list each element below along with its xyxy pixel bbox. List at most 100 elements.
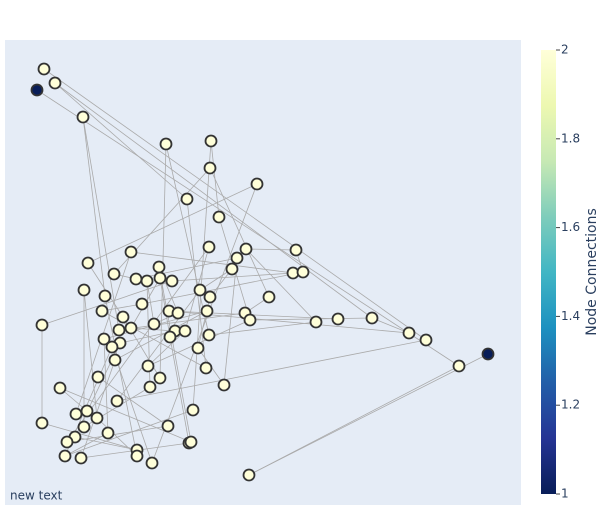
edge [59,387,192,443]
node [95,304,109,318]
node [141,359,155,373]
edge [371,317,410,334]
node [419,333,433,347]
plot-area [5,40,521,505]
edge [83,289,98,419]
node [80,404,94,418]
node [98,289,112,303]
edge [245,248,297,251]
node [124,321,138,335]
node [200,304,214,318]
node [91,370,105,384]
node [37,62,51,76]
node [110,394,124,408]
edge [74,436,138,451]
colorbar-tick-label: 2 [561,43,569,57]
colorbar-tick-label: 1 [561,487,569,501]
edge [82,116,106,297]
edge [165,143,210,336]
node [230,251,244,265]
node [107,267,121,281]
node [81,256,95,270]
edge [151,183,258,464]
nodes [30,62,495,482]
node [203,290,217,304]
node [152,260,166,274]
node [365,311,379,325]
edge [116,289,201,402]
node [112,323,126,337]
colorbar-tick-label: 1.8 [561,131,580,145]
node [191,341,205,355]
edge [135,257,238,280]
node [77,283,91,297]
node [105,340,119,354]
node [243,313,257,327]
node [129,272,143,286]
node [163,330,177,344]
node [147,317,161,331]
node [77,420,91,434]
node [161,419,175,433]
edge [43,68,427,341]
node [204,134,218,148]
node [186,403,200,417]
node [153,371,167,385]
edge [141,271,304,305]
colorbar-title: Node Connections [584,208,600,336]
node [58,449,72,463]
node [76,110,90,124]
edge [208,321,317,336]
edge [101,303,143,312]
colorbar-ticks: 1 1.2 1.4 1.6 1.8 2 [556,43,580,501]
edge [96,417,138,457]
colorbar-tick-label: 1.4 [561,309,580,323]
node [239,242,253,256]
edge [87,183,258,264]
node [199,361,213,375]
node [402,326,416,340]
node [145,456,159,470]
node [90,411,104,425]
edge [66,425,169,443]
node [69,407,83,421]
edge [41,422,138,451]
edge [36,89,460,367]
edge [82,116,120,331]
node [48,76,62,90]
edge [171,272,294,282]
node [212,210,226,224]
edge [116,339,427,402]
annotation: new text [10,489,63,503]
node [108,353,122,367]
node [159,137,173,151]
node [225,262,239,276]
edge [64,409,194,457]
node [481,347,495,361]
node [53,381,67,395]
colorbar-tick-label: 1.2 [561,398,580,412]
node [35,318,49,332]
node [140,274,154,288]
edge [114,310,208,361]
edge [118,312,246,331]
edge [64,432,109,457]
edge [223,257,238,386]
colorbar [541,50,556,494]
node [296,265,310,279]
edge [104,295,138,457]
node [135,297,149,311]
node [217,378,231,392]
node [262,290,276,304]
edge [248,353,489,476]
edge [54,82,373,319]
edge [186,198,207,369]
edge [111,346,153,464]
edge [80,359,116,459]
node [289,243,303,257]
node [250,177,264,191]
edge [245,248,317,323]
node [97,332,111,346]
node [130,449,144,463]
